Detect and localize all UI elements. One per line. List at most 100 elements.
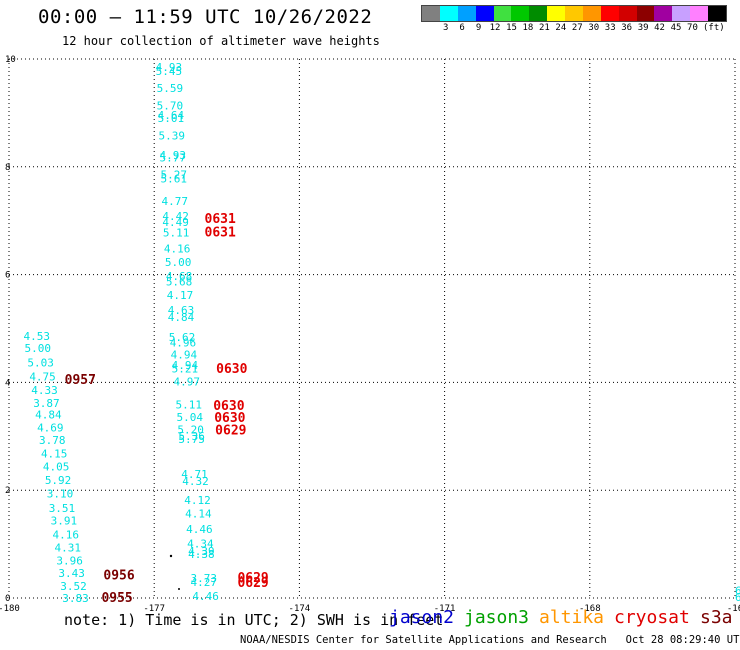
color-scale-label: 12 <box>489 23 501 33</box>
wave-height-label: 5.77 <box>160 152 187 165</box>
track-dot <box>178 588 180 590</box>
time-label: 0956 <box>103 568 134 583</box>
wave-height-label: 5.21 <box>172 362 199 375</box>
wave-height-label: 4.69 <box>37 422 64 435</box>
wave-height-label: 4.94 <box>171 348 198 361</box>
footer-credit: NOAA/NESDIS Center for Satellite Applica… <box>240 634 740 646</box>
wave-height-label: 3.83 <box>62 592 89 605</box>
time-label: 0631 <box>205 212 236 227</box>
color-scale-labels: 3 6 9 12 15 18 21 24 27 30 33 36 39 42 45 70 (ft) <box>421 22 727 35</box>
wave-height-label: 4.14 <box>185 507 212 520</box>
wave-height-label: 5.45 <box>156 65 183 78</box>
color-swatch <box>618 6 637 21</box>
color-scale-label: 6 <box>459 23 465 33</box>
color-swatch <box>708 6 726 21</box>
time-label: 0955 <box>101 591 132 606</box>
color-swatch <box>511 6 530 21</box>
color-swatch <box>565 6 583 21</box>
wave-height-label: 4.38 <box>188 548 215 561</box>
wave-height-label: 4.49 <box>162 216 189 229</box>
color-swatch <box>672 6 691 21</box>
wave-height-label: 5.36 <box>178 430 205 443</box>
time-label: 0629 <box>237 576 268 591</box>
wave-height-label: 4.12 <box>184 494 211 507</box>
color-scale-bar <box>421 5 727 22</box>
wave-height-label: 3.96 <box>56 554 83 567</box>
y-tick-label: 10 <box>5 55 16 65</box>
color-swatch <box>690 6 708 21</box>
wave-height-label: 4.75 <box>29 370 56 383</box>
wave-height-label: 5.61 <box>160 173 187 186</box>
color-scale-label: 45 <box>670 23 682 33</box>
legend-cryosat: cryosat <box>614 607 690 628</box>
wave-height-label: 5.59 <box>157 82 184 95</box>
legend-jason2: jason2 <box>389 607 455 628</box>
wave-height-label: 4.84 <box>35 409 62 422</box>
wave-height-label: 5.20 <box>177 423 204 436</box>
color-swatch <box>457 6 476 21</box>
wave-height-label: 3.43 <box>58 567 84 580</box>
wave-height-label: 3.87 <box>33 397 60 410</box>
wave-height-label: 4.84 <box>168 311 195 324</box>
wave-height-label: 4.53 <box>24 330 51 343</box>
time-label: 0629 <box>237 571 268 586</box>
wave-height-label: 5.11 <box>175 398 202 411</box>
color-scale-label: 36 <box>621 23 633 33</box>
color-scale-label: 3 <box>442 23 449 33</box>
color-swatch <box>493 6 512 21</box>
wave-height-label: 5.70 <box>157 99 184 112</box>
color-scale-label: 39 <box>637 23 649 33</box>
wave-height-label: 4.17 <box>167 289 194 302</box>
wave-height-label: 3.52 <box>60 580 87 593</box>
wave-height-label: 3.91 <box>51 514 78 527</box>
color-swatch <box>475 6 494 21</box>
color-swatch <box>600 6 619 21</box>
wave-height-label: 4.31 <box>54 541 81 554</box>
y-tick-label: 0 <box>5 594 10 604</box>
color-scale-label: 33 <box>604 23 616 33</box>
time-label: 0630 <box>216 362 247 377</box>
wave-height-label: 4.42 <box>162 210 189 223</box>
wave-height-label: 5.01 <box>158 112 185 125</box>
color-swatch <box>439 6 458 21</box>
legend-s3a: s3a <box>700 607 733 628</box>
wave-height-label: 4.93 <box>160 149 187 162</box>
wave-height-label: 4.46 <box>186 523 213 536</box>
wave-height-label: 4.32 <box>182 475 209 488</box>
wave-height-label: 4.16 <box>53 528 79 541</box>
wave-height-label: 3.51 <box>49 502 76 515</box>
color-swatch <box>582 6 601 21</box>
track-dot <box>169 554 173 558</box>
wave-height-label: 5.62 <box>169 331 196 344</box>
map-subtitle: 12 hour collection of altimeter wave hei… <box>62 34 380 48</box>
color-swatch <box>636 6 655 21</box>
wave-height-label: 3.73 <box>191 572 218 585</box>
wave-height-label: 5.04 <box>176 411 203 424</box>
color-scale-label: 15 <box>506 23 517 33</box>
time-label: 0631 <box>205 226 236 241</box>
wave-height-label: 5.00 <box>24 342 51 355</box>
time-label: 0957 <box>65 373 96 388</box>
x-tick-label: -171 <box>434 604 456 614</box>
wave-height-label: 3.10 <box>47 487 74 500</box>
color-scale-label: 18 <box>522 23 534 33</box>
wave-height-label: 4.05 <box>43 460 70 473</box>
legend-altika: altika <box>539 607 605 628</box>
legend-jason3: jason3 <box>464 607 530 628</box>
time-label: 0630 <box>214 411 245 426</box>
y-tick-label: 4 <box>5 378 10 388</box>
wave-height-label: 4.94 <box>172 359 199 372</box>
color-swatch <box>547 6 565 21</box>
color-scale-label: 21 <box>538 23 550 33</box>
color-swatch <box>654 6 673 21</box>
time-label: 0629 <box>215 423 246 438</box>
bottom-note: note: 1) Time is in UTC; 2) SWH is in fe… <box>64 611 444 629</box>
color-swatch <box>529 6 548 21</box>
color-scale-label: 70 <box>687 23 698 33</box>
wave-height-label: 4.96 <box>170 337 197 350</box>
x-tick-label: -177 <box>143 604 165 614</box>
wave-height-label: 4.46 <box>192 590 219 603</box>
wave-height-label: 4.27 <box>191 576 218 589</box>
y-tick-label: 2 <box>5 486 10 496</box>
